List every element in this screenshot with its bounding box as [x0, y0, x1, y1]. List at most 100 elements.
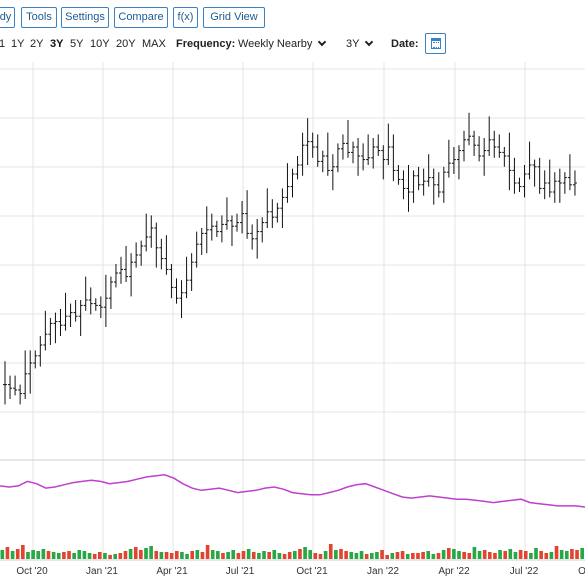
volume-bar [457, 551, 461, 559]
study-button[interactable]: dy [0, 7, 15, 28]
volume-bar [236, 553, 241, 559]
volume-bar [164, 552, 169, 559]
volume-bar [493, 553, 497, 559]
volume-bar [226, 552, 230, 559]
volume-bar [103, 553, 107, 559]
volume-bar [513, 552, 518, 559]
volume-bar [0, 550, 5, 559]
volume-bar [287, 552, 292, 559]
volume-bar [262, 551, 266, 559]
volume-bar [328, 544, 333, 559]
volume-bar [411, 553, 415, 559]
range-max[interactable]: MAX [142, 38, 166, 50]
grid-view-button[interactable]: Grid View [203, 7, 265, 28]
volume-bar [15, 549, 20, 559]
range-20y[interactable]: 20Y [116, 38, 136, 50]
x-axis-tick-label: Jan '21 [86, 566, 118, 577]
compare-button[interactable]: Compare [114, 7, 168, 28]
volume-bar [77, 550, 82, 559]
chart-area[interactable]: Oct '20 Jan '21 Apr '21 Jul '21 Oct '21 Jan '… [0, 62, 585, 585]
tools-button[interactable]: Tools [21, 7, 57, 28]
date-picker-button[interactable] [425, 33, 446, 54]
x-axis-tick-label: Jan '22 [367, 566, 399, 577]
volume-bar [472, 547, 477, 559]
volume-bar [318, 554, 323, 559]
volume-bar [446, 548, 451, 559]
range-2y[interactable]: 2Y [30, 38, 44, 50]
function-button[interactable]: f(x) [173, 7, 198, 28]
volume-bar [549, 552, 554, 559]
volume-bar [41, 549, 46, 559]
chevron-down-icon [365, 37, 374, 47]
volume-bar [580, 548, 584, 559]
frequency-label: Frequency: [176, 38, 236, 50]
volume-bar [534, 548, 538, 559]
x-axis-tick-label: Jul '22 [510, 566, 539, 577]
volume-bar [251, 552, 256, 559]
volume-bar [118, 553, 123, 559]
volume-bar [390, 553, 395, 559]
volume-bar [369, 553, 374, 559]
volume-bar [108, 555, 112, 559]
frequency-value: Weekly Nearby [238, 38, 313, 50]
volume-bar [344, 551, 348, 559]
volume-bar [169, 553, 174, 559]
volume-bar [482, 550, 487, 559]
range-5y[interactable]: 5Y [70, 38, 84, 50]
period-dropdown[interactable]: 3Y [346, 37, 374, 51]
volume-bar [349, 552, 354, 559]
volume-bar [51, 552, 56, 559]
volume-bar [21, 545, 25, 559]
volume-bar [334, 550, 338, 559]
volume-bar [498, 550, 502, 559]
volume-bar [426, 551, 431, 559]
volume-bar [195, 550, 200, 559]
volume-bar [149, 546, 153, 559]
volume-bar [87, 553, 92, 559]
range-toolbar: 1 1Y 2Y 3Y 5Y 10Y 20Y MAX Frequency: Wee… [0, 33, 585, 56]
volume-bar [272, 550, 277, 559]
volume-bar [539, 551, 543, 559]
volume-bar [113, 554, 118, 559]
volume-bar [267, 552, 271, 559]
volume-bar [72, 553, 76, 559]
x-axis-tick-label: Apr '21 [156, 566, 188, 577]
volume-bar [467, 553, 472, 559]
volume-bar [128, 549, 133, 559]
volume-bar [431, 554, 436, 559]
volume-bar [36, 551, 41, 559]
volume-bar [462, 552, 466, 559]
volume-bar [159, 552, 164, 559]
volume-bar [5, 547, 10, 559]
volume-bar [503, 551, 508, 559]
volume-bar [185, 554, 189, 559]
volume-bar [200, 552, 205, 559]
volume-bar [375, 552, 379, 559]
volume-bar [56, 553, 61, 559]
settings-button[interactable]: Settings [61, 7, 109, 28]
volume-bar [575, 550, 579, 559]
volume-bar [385, 555, 389, 559]
volume-bar [154, 551, 159, 559]
volume-bar [123, 551, 128, 559]
price-chart[interactable]: Oct '20 Jan '21 Apr '21 Jul '21 Oct '21 Jan '… [0, 62, 585, 585]
x-axis-tick-label: Oct '21 [296, 566, 328, 577]
volume-bar [559, 550, 564, 559]
volume-bar [518, 550, 523, 559]
range-1y[interactable]: 1Y [11, 38, 25, 50]
range-10y[interactable]: 10Y [90, 38, 110, 50]
volume-bar [529, 553, 533, 559]
volume-bar [421, 552, 425, 559]
volume-bar [98, 552, 102, 559]
volume-bar [144, 548, 148, 559]
range-3y[interactable]: 3Y [50, 38, 64, 50]
range-1-partial[interactable]: 1 [0, 38, 6, 50]
volume-bar [416, 553, 420, 559]
calendar-icon [431, 38, 441, 49]
frequency-dropdown[interactable]: Weekly Nearby [238, 37, 327, 51]
volume-bar [544, 553, 549, 559]
volume-bar [92, 554, 97, 559]
volume-bar [405, 554, 410, 559]
volume-bar [477, 551, 482, 559]
volume-bar [298, 549, 302, 559]
